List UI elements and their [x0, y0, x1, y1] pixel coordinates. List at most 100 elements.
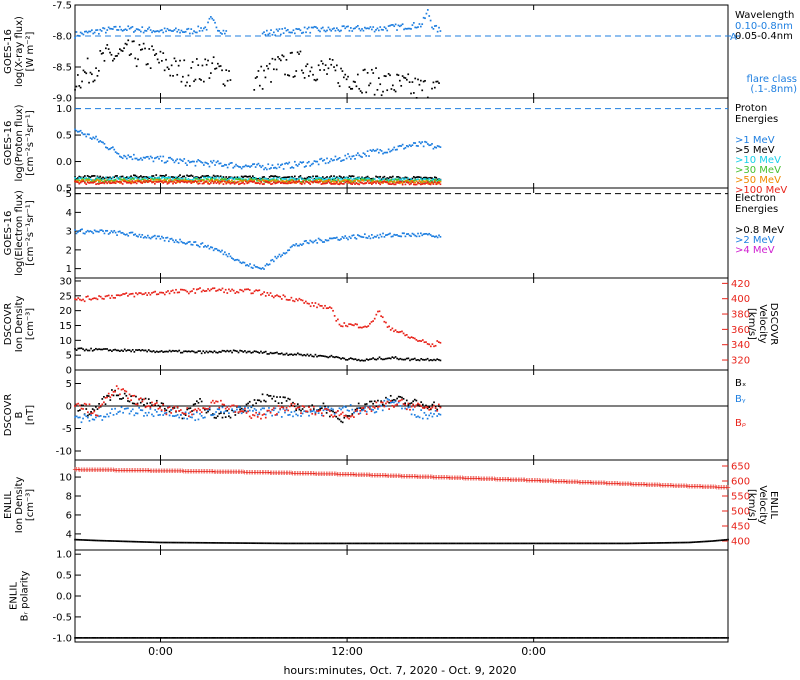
data-point: [179, 409, 182, 411]
data-point: [202, 407, 205, 409]
data-point: +: [82, 466, 88, 474]
data-point: +: [403, 472, 409, 480]
data-point: [141, 409, 144, 412]
data-point: [285, 177, 288, 180]
data-point: [107, 637, 110, 639]
data-point: [137, 159, 139, 161]
data-point: [107, 178, 110, 181]
data-point: +: [568, 478, 574, 486]
data-point: [193, 241, 195, 244]
data-point: [169, 179, 172, 182]
data-point: [398, 144, 401, 147]
data-point: [233, 176, 236, 179]
data-point: [402, 542, 405, 545]
data-point: [284, 180, 286, 183]
data-point: [165, 237, 167, 239]
data-point: [437, 403, 440, 406]
data-point: [578, 542, 581, 545]
data-point: +: [411, 473, 417, 481]
data-point: [202, 175, 205, 178]
data-point: [257, 179, 260, 182]
data-point: [385, 321, 387, 324]
data-point: [216, 637, 219, 639]
legend-entry: >0.8 MeV: [735, 225, 784, 236]
data-point: [79, 298, 81, 301]
data-point: [184, 84, 187, 87]
data-point: [345, 157, 348, 160]
data-point: +: [216, 468, 222, 476]
data-point: [426, 542, 429, 545]
data-point: +: [208, 468, 214, 476]
data-point: [135, 177, 138, 179]
data-point: [385, 357, 387, 360]
data-point: [144, 406, 147, 409]
data-point: +: [493, 475, 499, 483]
data-point: [181, 412, 184, 414]
data-point: [319, 304, 322, 307]
data-point: [313, 240, 316, 243]
data-point: [429, 181, 432, 184]
data-point: [114, 637, 116, 639]
data-point: [173, 241, 176, 244]
data-point: [375, 401, 378, 404]
data-point: [264, 264, 267, 267]
data-point: [419, 232, 422, 235]
data-point: [269, 394, 272, 397]
data-point: [247, 175, 250, 178]
data-point: [271, 182, 274, 185]
data-point: [685, 541, 688, 544]
data-point: [201, 182, 204, 185]
data-point: [166, 176, 169, 179]
data-point: [487, 542, 489, 545]
data-point: [171, 289, 174, 292]
data-point: [159, 179, 162, 182]
data-point: [335, 415, 338, 418]
data-point: [611, 637, 614, 639]
data-point: [422, 80, 425, 83]
data-point: [394, 148, 397, 151]
data-point: [80, 539, 83, 541]
data-point: [408, 27, 411, 30]
data-point: [112, 296, 115, 299]
data-point: [131, 177, 134, 180]
data-point: [210, 542, 212, 544]
data-point: [155, 177, 158, 180]
data-point: +: [317, 470, 323, 478]
data-point: [237, 406, 240, 408]
data-point: [425, 404, 427, 407]
data-point: [183, 637, 185, 639]
data-point: [104, 348, 107, 350]
data-point: [316, 78, 319, 81]
data-point: [256, 351, 259, 353]
data-point: [311, 412, 314, 415]
data-point: [199, 412, 201, 415]
data-point: [139, 48, 142, 51]
data-point: [619, 542, 622, 545]
data-point: [394, 234, 397, 236]
data-point: +: [99, 466, 105, 474]
data-point: [407, 27, 410, 30]
data-point: +: [725, 484, 731, 492]
data-point: [324, 239, 327, 241]
data-point: [345, 176, 348, 179]
data-point: [138, 540, 140, 543]
data-point: [428, 144, 431, 147]
data-point: [104, 295, 107, 298]
data-point: [219, 162, 222, 165]
data-point: +: [155, 467, 161, 475]
data-point: [114, 540, 116, 542]
data-point: [146, 405, 149, 408]
data-point: [180, 180, 183, 183]
data-point: [281, 180, 284, 183]
data-point: [264, 166, 267, 169]
data-point: [347, 176, 349, 179]
data-point: [107, 540, 110, 542]
data-point: [80, 421, 83, 424]
data-point: [128, 177, 131, 180]
data-point: [634, 542, 637, 545]
data-point: [192, 350, 195, 353]
data-point: [301, 408, 304, 410]
data-point: [186, 174, 188, 177]
data-point: [626, 637, 629, 639]
